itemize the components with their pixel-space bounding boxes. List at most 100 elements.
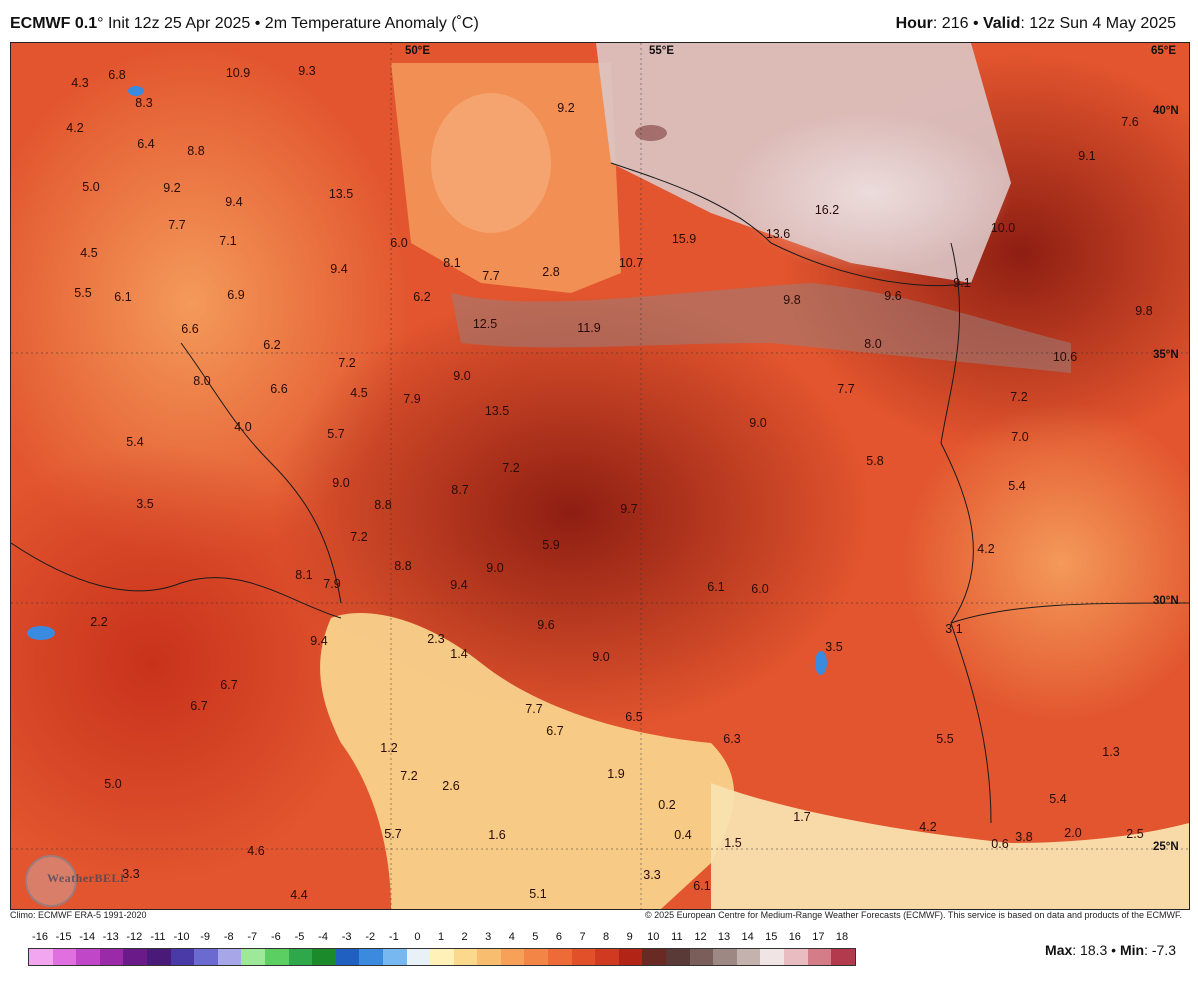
anomaly-value-label: 9.0 <box>453 369 471 383</box>
anomaly-value-label: 9.0 <box>486 561 504 575</box>
anomaly-value-label: 13.5 <box>328 187 354 201</box>
anomaly-value-label: 9.7 <box>620 502 638 516</box>
anomaly-value-label: 7.7 <box>482 269 500 283</box>
colorbar-tick: -5 <box>294 931 305 943</box>
anomaly-value-label: 2.3 <box>427 632 445 646</box>
anomaly-value-label: 13.5 <box>484 404 510 418</box>
anomaly-value-label: 8.3 <box>135 96 153 110</box>
anomaly-value-label: 3.3 <box>122 867 140 881</box>
anomaly-value-label: 5.4 <box>1049 792 1067 806</box>
valid-time: Hour: 216 • Valid: 12z Sun 4 May 2025 <box>896 15 1176 33</box>
colorbar-tick: 10 <box>647 931 660 943</box>
colorbar-tick: 1 <box>437 931 445 943</box>
colorbar-tick-labels: -16 -15 -14 -13 -12 -11 -10 -9 -8 -7 -6 -5 -4 -3 -2 -1 0… <box>28 931 854 945</box>
anomaly-value-label: 5.5 <box>74 286 92 300</box>
anomaly-value-label: 7.1 <box>219 234 237 248</box>
colorbar <box>28 948 856 966</box>
anomaly-value-label: 8.8 <box>187 144 205 158</box>
anomaly-value-label: 8.1 <box>443 256 461 270</box>
anomaly-value-label: 1.4 <box>450 647 468 661</box>
colorbar-segment <box>477 949 501 965</box>
anomaly-value-label: 7.7 <box>168 218 186 232</box>
anomaly-value-label: 1.9 <box>607 767 625 781</box>
colorbar-segment <box>571 949 596 965</box>
colorbar-segment <box>335 949 360 965</box>
anomaly-ridge-alborz <box>451 283 1071 373</box>
colorbar-tick: -10 <box>173 931 190 943</box>
max-label: Max <box>1045 942 1073 958</box>
map-title: ECMWF 0.1° Init 12z 25 Apr 2025 • 2m Tem… <box>10 15 479 33</box>
colorbar-segment <box>760 949 784 965</box>
valid-label: Valid <box>982 15 1021 32</box>
anomaly-value-label: 6.0 <box>751 582 769 596</box>
anomaly-value-label: 2.6 <box>442 779 460 793</box>
anomaly-value-label: 5.7 <box>327 427 345 441</box>
caspian-interior <box>431 93 551 233</box>
colorbar-segment <box>241 949 265 965</box>
anomaly-value-label: 6.0 <box>390 236 408 250</box>
anomaly-value-label: 1.5 <box>724 836 742 850</box>
hour-value: : 216 • <box>932 15 983 32</box>
cool-spot-iran-south <box>815 651 827 675</box>
anomaly-region-iran-center <box>271 293 871 733</box>
colorbar-tick: -2 <box>365 931 376 943</box>
anomaly-value-label: 9.0 <box>749 416 767 430</box>
anomaly-value-label: 8.8 <box>374 498 392 512</box>
anomaly-value-label: 15.9 <box>671 232 697 246</box>
gulf-of-oman <box>711 783 1189 909</box>
colorbar-tick: 0 <box>414 931 421 943</box>
colorbar-segment <box>595 949 619 965</box>
cool-spot-caucasus <box>128 86 144 96</box>
anomaly-value-label: 9.6 <box>884 289 902 303</box>
colorbar-segment <box>713 949 737 965</box>
anomaly-peak-karakum <box>731 113 1011 273</box>
anomaly-value-label: 7.2 <box>502 461 520 475</box>
colorbar-tick: -3 <box>341 931 352 943</box>
anomaly-value-label: 16.2 <box>814 203 840 217</box>
lon-label-50e: 50°E <box>405 45 431 57</box>
colorbar-segment <box>524 949 549 965</box>
border-pakistan-afghanistan <box>950 602 1189 624</box>
anomaly-value-label: 5.0 <box>82 180 100 194</box>
colorbar-tick: 9 <box>626 931 633 943</box>
anomaly-value-label: 8.7 <box>451 483 469 497</box>
anomaly-value-label: 11.9 <box>577 321 601 335</box>
colorbar-segment <box>312 949 336 965</box>
anomaly-value-label: 4.2 <box>919 820 937 834</box>
colorbar-tick: -9 <box>200 931 210 943</box>
anomaly-value-label: 9.2 <box>163 181 181 195</box>
anomaly-value-label: 5.1 <box>529 887 547 901</box>
anomaly-value-label: 1.6 <box>488 828 506 842</box>
border-iran-turkmenistan <box>610 162 972 287</box>
anomaly-value-label: 6.7 <box>546 724 564 738</box>
colorbar-tick: 8 <box>603 931 610 943</box>
colorbar-segment <box>736 949 761 965</box>
anomaly-value-label: 4.6 <box>247 844 265 858</box>
colorbar-segment <box>264 949 289 965</box>
colorbar-tick: 17 <box>812 931 825 943</box>
anomaly-value-label: 9.8 <box>1135 304 1153 318</box>
colorbar-tick: 13 <box>717 931 731 943</box>
anomaly-value-label: 4.2 <box>977 542 995 556</box>
colorbar-tick: -7 <box>247 931 258 943</box>
colorbar-segment <box>217 949 242 965</box>
colorbar-tick: 2 <box>461 931 468 943</box>
anomaly-value-label: 1.7 <box>793 810 811 824</box>
anomaly-value-label: 3.5 <box>825 640 843 654</box>
lat-label-40n: 40°N <box>1153 105 1179 117</box>
colorbar-tick: 11 <box>671 931 683 943</box>
anomaly-value-label: 8.0 <box>193 374 211 388</box>
border-iraq-saudi <box>11 542 342 619</box>
min-value: : -7.3 <box>1144 942 1176 958</box>
colorbar-segment <box>500 949 525 965</box>
max-value: : 18.3 • <box>1072 942 1120 958</box>
colorbar-tick: 3 <box>485 931 492 943</box>
persian-gulf <box>320 613 735 909</box>
colorbar-tick: -11 <box>150 931 166 943</box>
colorbar-segment <box>548 949 572 965</box>
colorbar-segment <box>359 949 383 965</box>
colorbar-segment <box>666 949 690 965</box>
anomaly-value-label: 9.4 <box>330 262 348 276</box>
anomaly-value-label: 5.8 <box>866 454 884 468</box>
colorbar-tick: 5 <box>532 931 539 943</box>
